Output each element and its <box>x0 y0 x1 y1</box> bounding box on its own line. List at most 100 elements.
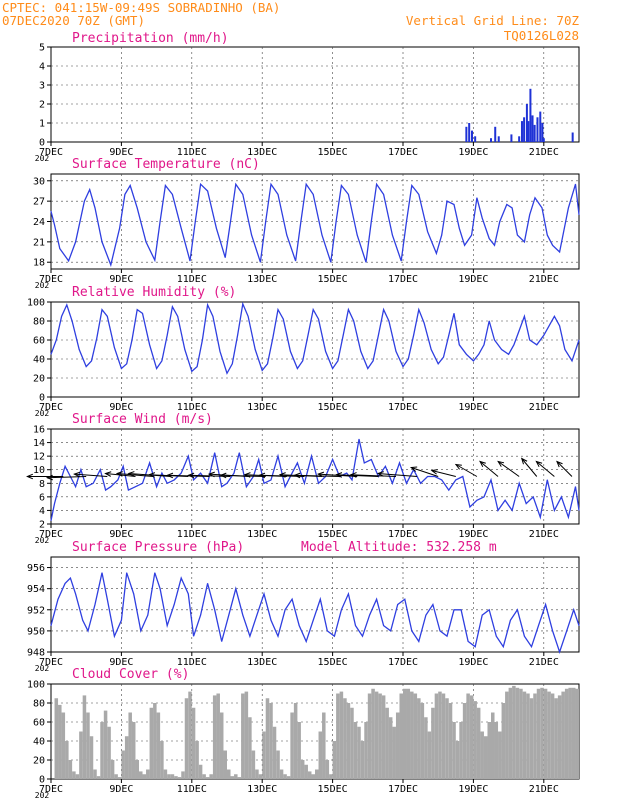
cloud-bar <box>265 698 270 779</box>
temp-point <box>534 197 536 199</box>
rh-point <box>312 309 314 310</box>
wind-point <box>99 469 101 471</box>
pres-point <box>333 635 335 637</box>
wind-arrow <box>430 469 456 477</box>
rh-point <box>501 349 502 350</box>
rh-point <box>473 360 474 362</box>
pres-point <box>355 625 356 627</box>
cloud-bar <box>58 704 62 779</box>
rh-xtick-label: 9DEC <box>109 402 133 413</box>
rh-point <box>372 360 374 362</box>
wind-arrow-shaft <box>455 464 478 477</box>
wind-point <box>511 510 513 511</box>
cloud-bar <box>89 736 94 779</box>
precip-bar <box>527 121 530 142</box>
wind-arrow-head <box>166 472 174 479</box>
cloud-bar <box>336 693 340 779</box>
cloud-bar <box>491 712 495 779</box>
pres-panel: 948 950 952 954 956 7DEC 9DEC 11DEC 13DEC 15DEC 17… <box>27 540 580 673</box>
wind-point <box>161 472 163 474</box>
temp-point <box>506 204 508 205</box>
wind-point <box>263 482 265 484</box>
pres-point <box>348 593 349 595</box>
temp-point <box>481 217 483 219</box>
pres-xtick-label: 15DEC <box>318 657 348 668</box>
cloud-bar <box>547 691 551 779</box>
rh-xtick-label: 13DEC <box>247 402 277 413</box>
temp-xtick-label: 21DEC <box>529 274 559 285</box>
precip-bar <box>541 123 544 142</box>
temp-point <box>517 234 518 236</box>
rh-point <box>212 315 214 317</box>
rh-point <box>71 320 73 322</box>
pres-xtick-label: 21DEC <box>529 657 559 668</box>
cloud-bar <box>139 771 143 779</box>
temp-point <box>341 185 342 186</box>
wind-arrow-head <box>520 457 528 465</box>
wind-point <box>561 496 562 498</box>
wind-point <box>518 482 520 484</box>
temp-xtick-label: 9DEC <box>109 274 133 285</box>
rh-point <box>402 366 404 367</box>
rh-point <box>458 344 460 346</box>
pres-point <box>228 614 230 616</box>
temp-point <box>499 221 501 222</box>
precip-bar <box>518 136 521 142</box>
wind-arrow-shaft <box>294 474 340 477</box>
wind-point <box>245 486 247 488</box>
rh-xtick-label: 21DEC <box>529 402 559 413</box>
wind-arrow-head <box>147 472 156 478</box>
wind-arrow-head <box>104 471 112 477</box>
temp-point <box>136 207 138 209</box>
cloud-bar <box>399 693 403 779</box>
rh-ytick-label: 20 <box>33 374 45 385</box>
pres-point <box>425 614 427 616</box>
temp-point <box>129 185 131 186</box>
rh-point <box>207 304 209 306</box>
cloud-bar <box>494 722 499 779</box>
pres-point <box>166 625 168 627</box>
pres-point <box>187 593 189 595</box>
wind-arrow-shaft <box>220 474 266 477</box>
wind-arrow <box>115 471 154 477</box>
cloud-bar <box>417 698 421 779</box>
rh-point <box>96 337 98 339</box>
temp-point <box>75 241 77 243</box>
wind-arrow-head <box>479 460 486 468</box>
temp-point <box>356 234 358 236</box>
rh-point <box>430 349 432 350</box>
temp-point <box>300 221 302 222</box>
pres-point <box>154 572 156 574</box>
wind-point <box>142 482 143 484</box>
rh-ytick-label: 60 <box>33 336 45 347</box>
wind-point <box>434 476 436 477</box>
cloud-ytick-label: 80 <box>33 699 45 710</box>
rh-point <box>360 351 362 352</box>
pres-point <box>284 609 286 611</box>
wind-title: Surface Wind (m/s) <box>72 412 213 427</box>
header-model: TQ0126L028 <box>504 28 579 43</box>
wind-arrow <box>520 457 538 477</box>
wind-point <box>351 479 353 481</box>
temp-xtick-label: 13DEC <box>247 274 277 285</box>
cloud-panel: 0 20 40 60 80 100 7DEC 9DEC 11DEC 13DEC 15DEC 17DEC… <box>27 667 580 800</box>
cloud-bar <box>202 774 206 779</box>
rh-point <box>418 309 420 310</box>
wind-arrow <box>535 460 555 477</box>
cloud-bar <box>357 726 361 779</box>
pres-point <box>397 604 399 605</box>
temp-point <box>575 183 576 185</box>
rh-point <box>494 339 495 341</box>
rh-point <box>55 339 57 341</box>
cloud-bar <box>307 771 312 779</box>
cloud-xtick-label: 21DEC <box>529 784 559 795</box>
pres-point <box>369 614 370 616</box>
pres-point <box>256 614 258 616</box>
cloud-bar <box>93 769 97 779</box>
temp-point <box>260 261 261 263</box>
wind-panel: 2 4 6 8 10 12 14 16 7DEC 9DEC 11DEC 13DEC 15DEC 17DEC… <box>26 412 580 545</box>
header-date: 07DEC2020 70Z (GMT) <box>2 13 145 28</box>
wind-point <box>525 503 527 505</box>
precip-bar <box>490 138 492 142</box>
cloud-bar <box>364 722 368 779</box>
